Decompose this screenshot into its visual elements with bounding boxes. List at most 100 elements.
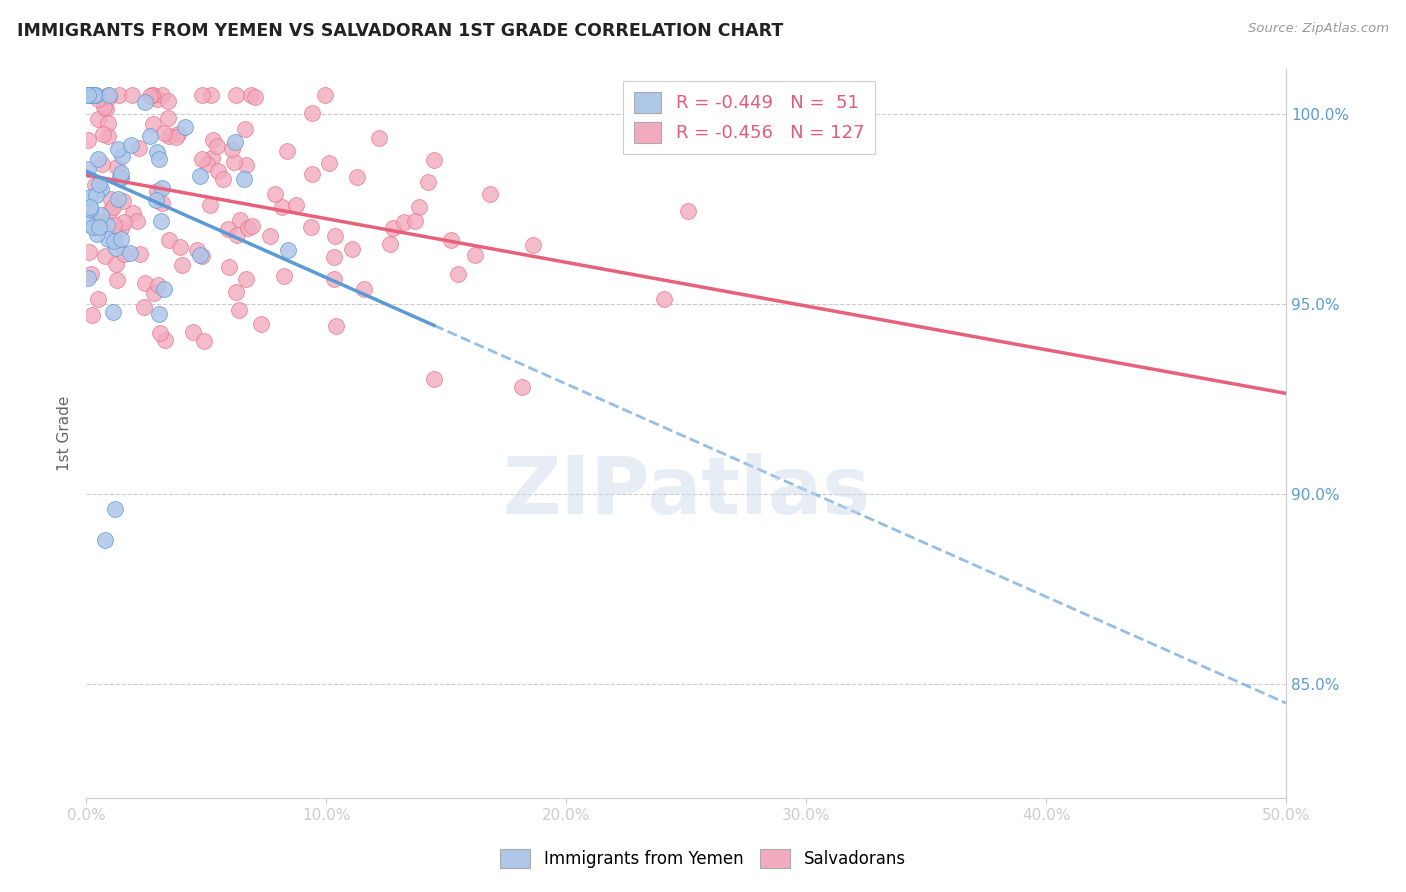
Point: [238, 220, 260, 235]
Point: [239, 88, 262, 103]
Point: [226, 227, 249, 242]
Point: [166, 128, 188, 142]
Point: [111, 148, 134, 162]
Point: [86, 215, 108, 229]
Point: [229, 212, 252, 227]
Point: [157, 128, 180, 143]
Legend: Immigrants from Yemen, Salvadorans: Immigrants from Yemen, Salvadorans: [494, 842, 912, 875]
Point: [188, 248, 211, 262]
Point: [80, 308, 103, 322]
Point: [165, 130, 187, 145]
Point: [91, 157, 114, 171]
Point: [79, 200, 101, 214]
Point: [77, 132, 100, 146]
Point: [134, 95, 156, 109]
Point: [89, 220, 111, 235]
Point: [150, 214, 173, 228]
Point: [86, 213, 108, 227]
Point: [478, 187, 501, 202]
Point: [146, 185, 169, 199]
Point: [77, 217, 100, 231]
Point: [240, 219, 263, 233]
Point: [299, 219, 322, 234]
Point: [273, 268, 295, 283]
Point: [510, 379, 533, 393]
Point: [270, 200, 292, 214]
Point: [110, 166, 132, 180]
Point: [90, 182, 112, 196]
Point: [94, 533, 117, 547]
Point: [353, 282, 375, 296]
Point: [170, 259, 193, 273]
Point: [103, 200, 125, 214]
Point: [394, 215, 416, 229]
Point: [107, 142, 129, 156]
Point: [105, 273, 128, 287]
Point: [202, 133, 225, 147]
Point: [325, 318, 347, 333]
Point: [186, 243, 208, 257]
Point: [142, 88, 165, 103]
Point: [676, 203, 699, 218]
Point: [250, 317, 273, 331]
Point: [218, 260, 240, 274]
Point: [103, 304, 125, 318]
Point: [224, 155, 246, 169]
Point: [404, 214, 426, 228]
Point: [408, 200, 430, 214]
Point: [91, 127, 114, 141]
Point: [153, 333, 176, 347]
Point: [80, 88, 103, 103]
Point: [121, 88, 143, 103]
Point: [211, 172, 233, 186]
Point: [322, 272, 344, 286]
Point: [80, 268, 103, 282]
Point: [146, 278, 169, 293]
Point: [94, 249, 117, 263]
Point: [224, 135, 246, 149]
Point: [277, 244, 299, 258]
Point: [150, 181, 173, 195]
Point: [276, 144, 298, 158]
Point: [259, 229, 281, 244]
Point: [243, 89, 266, 103]
Point: [104, 502, 127, 516]
Point: [86, 188, 108, 202]
Point: [200, 88, 222, 103]
Point: [107, 192, 129, 206]
Point: [79, 190, 101, 204]
Point: [121, 206, 143, 220]
Point: [318, 155, 340, 169]
Point: [80, 88, 103, 103]
Point: [205, 139, 228, 153]
Point: [93, 100, 115, 114]
Point: [235, 158, 257, 172]
Point: [156, 112, 179, 126]
Point: [120, 137, 142, 152]
Point: [225, 88, 247, 103]
Point: [98, 88, 121, 103]
Point: [157, 233, 180, 247]
Text: ZIPatlas: ZIPatlas: [502, 452, 870, 531]
Point: [148, 152, 170, 166]
Point: [141, 88, 163, 103]
Point: [264, 187, 287, 202]
Point: [96, 219, 118, 233]
Point: [652, 293, 675, 307]
Point: [110, 232, 132, 246]
Point: [440, 233, 463, 247]
Point: [145, 194, 167, 208]
Point: [146, 145, 169, 159]
Y-axis label: 1st Grade: 1st Grade: [58, 396, 72, 471]
Point: [107, 160, 129, 174]
Point: [201, 151, 224, 165]
Point: [323, 250, 346, 264]
Point: [108, 169, 131, 184]
Point: [153, 282, 176, 296]
Point: [188, 169, 211, 183]
Text: Source: ZipAtlas.com: Source: ZipAtlas.com: [1249, 22, 1389, 36]
Point: [153, 126, 176, 140]
Point: [217, 222, 239, 236]
Point: [79, 88, 101, 103]
Point: [111, 194, 134, 209]
